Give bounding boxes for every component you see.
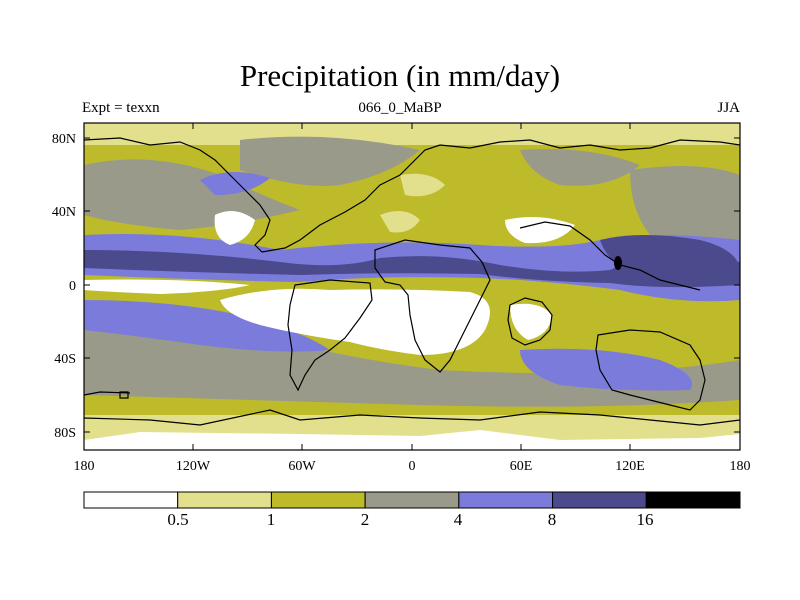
colorbar — [83, 491, 741, 509]
south-america-outline — [287, 279, 373, 392]
colorbar-label-4: 4 — [453, 510, 463, 529]
colorbar-swatch — [364, 491, 460, 509]
field-nam-blue — [200, 171, 270, 195]
colorbar-label-1: 1 — [266, 510, 276, 529]
south-asia-coast — [519, 221, 701, 291]
field-europe-light — [400, 173, 445, 197]
colorbar-label-16: 16 — [636, 510, 654, 529]
field-sind-blue — [520, 348, 692, 391]
australia-outline — [595, 329, 706, 411]
field-southamerica-dry — [220, 288, 490, 355]
ylabel-40n: 40N — [52, 205, 76, 220]
period-label: 066_0_MaBP — [358, 100, 442, 116]
field-wpac-grey — [630, 166, 740, 245]
coastlines — [84, 137, 740, 426]
experiment-label: Expt = texxn — [82, 100, 160, 116]
ylabel-40s: 40S — [54, 352, 76, 367]
north-coast — [84, 137, 740, 253]
colorbar-swatch — [552, 491, 647, 509]
axis-ticks — [83, 123, 741, 450]
xlabel-0: 0 — [409, 459, 416, 474]
antarctica-coast — [84, 409, 740, 426]
colorbar-swatch — [83, 491, 179, 509]
colorbar-swatch — [458, 491, 554, 509]
field-itcz-dark — [84, 250, 740, 288]
colorbar-swatch — [645, 491, 741, 509]
xlabel-120e: 120E — [615, 459, 645, 474]
field-npac-grey — [84, 159, 300, 230]
island-outline — [119, 391, 129, 399]
colorbar-swatch — [177, 491, 272, 509]
field-nam-dry — [214, 211, 255, 245]
field-natl-grey — [240, 136, 420, 186]
madagascar-outline — [507, 297, 553, 346]
ylabel-80n: 80N — [52, 132, 76, 147]
xlabel-180e: 180 — [730, 459, 751, 474]
field-australia-dry — [510, 303, 552, 340]
colorbar-label-8: 8 — [547, 510, 557, 529]
field-med-light — [380, 211, 420, 233]
xlabel-60e: 60E — [510, 459, 533, 474]
plot-title: Precipitation (in mm/day) — [239, 58, 561, 93]
season-label: JJA — [717, 100, 740, 116]
field-asia-grey — [520, 149, 640, 186]
field-south-dry — [84, 430, 740, 450]
contour-fields — [84, 123, 740, 450]
field-spac-blue — [84, 300, 330, 352]
colorbar-swatch — [270, 491, 366, 509]
ylabel-80s: 80S — [54, 426, 76, 441]
colorbar-label-0-5: 0.5 — [167, 510, 189, 529]
colorbar-label-2: 2 — [360, 510, 370, 529]
xlabel-60w: 60W — [288, 459, 316, 474]
xlabel-180w: 180 — [74, 459, 95, 474]
ylabel-0: 0 — [69, 279, 76, 294]
field-wpac-dark — [600, 235, 740, 280]
field-eq-dry — [84, 279, 250, 294]
africa-outline — [374, 239, 491, 373]
xlabel-120w: 120W — [176, 459, 211, 474]
